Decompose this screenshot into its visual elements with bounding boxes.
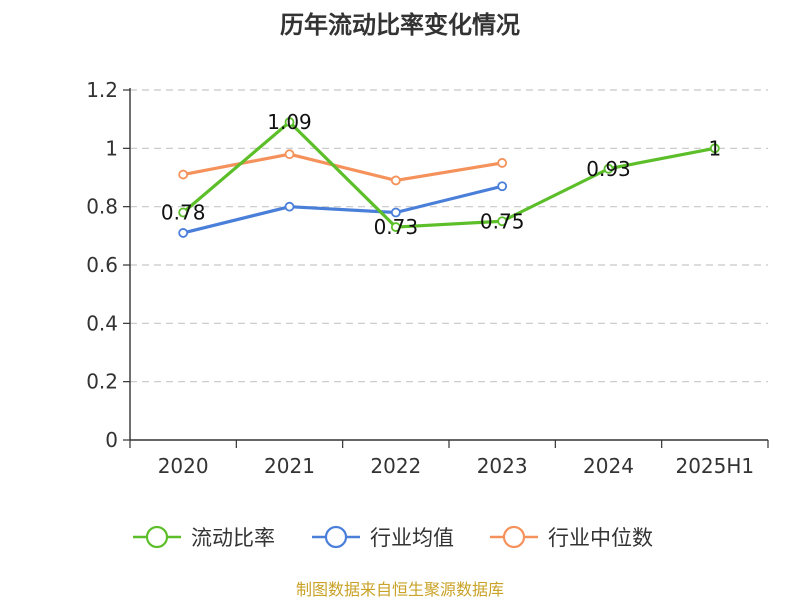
legend-marker-icon <box>324 525 348 549</box>
data-point[interactable] <box>178 169 189 180</box>
x-tick-label: 2023 <box>477 454 528 478</box>
legend[interactable]: 流动比率 行业均值 行业中位数 <box>133 525 653 550</box>
data-label: 1 <box>708 136 721 160</box>
data-labels: 0.78 1.09 0.73 0.75 0.93 1 <box>161 110 721 239</box>
chart-title: 历年流动比率变化情况 <box>280 11 520 39</box>
gridlines <box>130 89 768 383</box>
data-point[interactable] <box>284 201 295 212</box>
data-point[interactable] <box>709 143 720 154</box>
source-note: 制图数据来自恒生聚源数据库 <box>296 580 504 599</box>
y-tick-label: 1.2 <box>86 78 118 102</box>
y-tick-label: 0.6 <box>86 253 118 277</box>
legend-marker-icon <box>145 525 169 549</box>
legend-item[interactable]: 行业均值 <box>312 525 454 550</box>
data-point[interactable] <box>497 158 508 168</box>
legend-item[interactable]: 流动比率 <box>133 525 275 550</box>
x-tick-label: 2024 <box>583 454 634 478</box>
y-tick-label: 0.4 <box>86 311 118 335</box>
data-label: 0.93 <box>586 157 631 181</box>
data-point[interactable] <box>390 207 401 218</box>
data-point[interactable] <box>603 163 614 174</box>
y-tick-label: 0 <box>105 428 118 452</box>
y-tick-label: 0.2 <box>86 370 118 394</box>
data-point[interactable] <box>178 207 189 218</box>
x-tick-label: 2025H1 <box>675 454 754 478</box>
series-line <box>182 184 503 235</box>
data-point[interactable] <box>390 222 401 232</box>
data-point[interactable] <box>284 149 295 160</box>
axes: 0 0.2 0.4 0.6 0.8 1 1.2 2020 2021 2022 2023 2024 202… <box>86 78 769 478</box>
y-tick-label: 0.8 <box>86 195 118 219</box>
series-line <box>182 120 716 229</box>
data-label: 1.09 <box>267 110 312 134</box>
data-point[interactable] <box>284 117 295 127</box>
data-label: 0.73 <box>374 215 419 239</box>
data-point[interactable] <box>390 175 401 186</box>
y-tick-label: 1 <box>105 136 118 160</box>
x-tick-label: 2022 <box>370 454 421 478</box>
series <box>178 117 720 238</box>
series-line <box>182 152 503 183</box>
legend-label: 行业均值 <box>370 526 454 550</box>
legend-marker-icon <box>502 525 526 549</box>
legend-label: 行业中位数 <box>548 526 653 550</box>
data-point[interactable] <box>178 228 189 238</box>
data-label: 0.78 <box>161 201 206 225</box>
data-label: 0.75 <box>480 209 525 233</box>
legend-item[interactable]: 行业中位数 <box>490 525 653 550</box>
legend-label: 流动比率 <box>191 526 275 550</box>
x-tick-label: 2021 <box>264 454 315 478</box>
data-point[interactable] <box>497 181 508 192</box>
x-tick-label: 2020 <box>158 454 209 478</box>
data-point[interactable] <box>497 216 508 227</box>
